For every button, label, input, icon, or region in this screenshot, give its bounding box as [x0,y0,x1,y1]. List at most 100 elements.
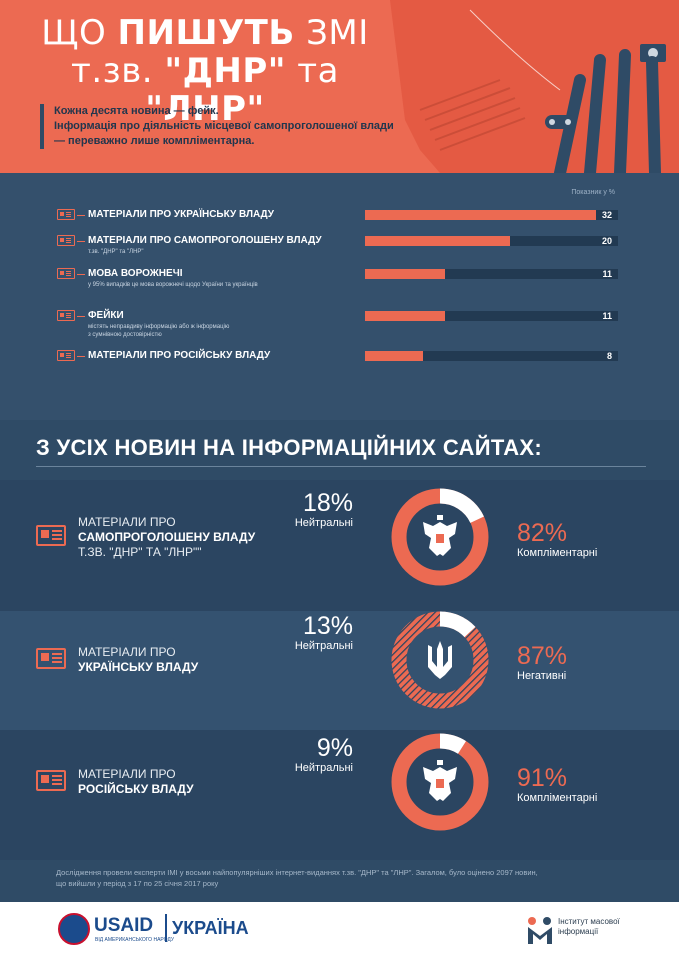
main-percent: 82% [517,519,568,547]
russian-eagle-emblem-icon [423,760,457,801]
bar-track: 20 [365,236,618,246]
usaid-logo: USAID [94,915,154,936]
bar-label: ФЕЙКИ [88,310,124,321]
lead-line: Кожна десята новина — фейк. [54,105,219,117]
page-title: ЩО ПИШУТЬ ЗМІ т.зв. "ДНР" та "ЛНР" [41,13,369,129]
bar-track: 11 [365,269,618,279]
label-line: МАТЕРІАЛИ ПРО [78,514,176,529]
footer [0,902,679,960]
newspaper-icon [57,209,75,220]
bar-track: 11 [365,311,618,321]
main-label: Компліментарні [517,792,598,804]
microphone-icon [545,115,575,129]
bar [365,351,423,361]
chart-band [0,730,679,860]
usaid-tagline: ВІД АМЕРИКАНСЬКОГО НАРОДУ [95,937,175,943]
donut-neutral-segment [391,611,489,709]
bar-sublabel-line: з сумнівною достовірністю [88,332,162,338]
imi-line: Інститут масової [558,917,620,926]
chart-category-label: МАТЕРІАЛИ ПРО РОСІЙСЬКУ ВЛАДУ [78,767,194,797]
bar-sublabel-line: у 95% випадків це мова ворожнечі щодо Ук… [88,282,258,288]
usaid-seal-icon [58,913,90,945]
hero-illustration [390,0,679,173]
label-line: РОСІЙСЬКУ ВЛАДУ [78,782,194,796]
lead-line: — переважно лише компліментарна. [54,135,255,147]
bar-label: МОВА ВОРОЖНЕЧІ [88,268,183,279]
donut-chart [391,733,489,831]
newspaper-icon [57,235,75,246]
bar-track: 8 [365,351,618,361]
bar-sublabel-line: т.зв. "ДНР" та "ЛНР" [88,249,144,255]
bar-label: МАТЕРІАЛИ ПРО РОСІЙСЬКУ ВЛАДУ [88,350,271,361]
label-line: МАТЕРІАЛИ ПРО [78,645,176,659]
section-title: З УСІХ НОВИН НА ІНФОРМАЦІЙНИХ САЙТАХ: [36,435,543,460]
main-label: Негативні [517,670,567,682]
ukrainian-trident-emblem-icon [428,641,452,679]
donut-neutral-segment [391,733,489,831]
bar-value: 11 [602,311,612,321]
lead-line: Інформація про діяльність місцевої самоп… [54,120,394,132]
donut-chart [391,488,489,586]
methodology-note: Дослідження провели експерти ІМІ у восьм… [56,867,636,889]
newspaper-icon [57,268,75,279]
row-connector [77,316,85,317]
russian-eagle-emblem-icon [423,515,457,556]
bar-row: МОВА ВОРОЖНЕЧІ у 95% випадків це мова вор… [0,268,679,298]
bar-label: МАТЕРІАЛИ ПРО УКРАЇНСЬКУ ВЛАДУ [88,209,275,220]
chart-band [0,611,679,730]
bar [365,210,596,220]
newspaper-icon [57,310,75,321]
row-connector [77,241,85,242]
donut-neutral-segment [391,488,489,586]
chart-category-label: МАТЕРІАЛИ ПРО УКРАЇНСЬКУ ВЛАДУ [78,645,198,675]
note-line: Дослідження провели експерти ІМІ у восьм… [56,868,538,877]
hero-banner: ЩО ПИШУТЬ ЗМІ т.зв. "ДНР" та "ЛНР" Кожна… [0,0,679,173]
bar-track: 32 [365,210,618,220]
newspaper-icon [36,770,66,791]
unit-label: Показник у % [571,189,615,196]
main-percent: 87% [517,642,568,670]
logo-separator [165,914,167,942]
neutral-percent: 18% [302,489,353,517]
newspaper-icon [36,648,66,669]
bar-value: 32 [601,210,612,220]
camera-icon [640,44,666,62]
imi-line: інформації [558,927,599,936]
neutral-percent: 13% [302,612,353,640]
bar-row: МАТЕРІАЛИ ПРО УКРАЇНСЬКУ ВЛАДУ 32 [0,209,679,239]
row-connector [77,356,85,357]
bar-sublabel: у 95% випадків це мова ворожнечі щодо Ук… [88,281,258,289]
label-line: УКРАЇНСЬКУ ВЛАДУ [78,660,199,674]
donut-chart [391,611,489,709]
neutral-label: Нейтральні [294,762,353,774]
bar [365,269,445,279]
neutral-percent: 9% [316,734,353,762]
chart-category-label: МАТЕРІАЛИ ПРО САМОПРОГОЛОШЕНУ ВЛАДУ Т.ЗВ. … [78,515,255,560]
bar [365,311,445,321]
bar-row: МАТЕРІАЛИ ПРО РОСІЙСЬКУ ВЛАДУ 8 [0,350,679,380]
label-line: Т.ЗВ. "ДНР" ТА "ЛНР"" [78,544,202,559]
imi-logo-icon [528,917,552,944]
lead-text: Кожна десята новина — фейк. Інформація п… [40,104,430,149]
usaid-country: УКРАЇНА [172,918,249,938]
bar-row: ФЕЙКИ містять неправдиву інформацію або ж… [0,310,679,340]
row-connector [77,215,85,216]
bar-row: МАТЕРІАЛИ ПРО САМОПРОГОЛОШЕНУ ВЛАДУ т.зв.… [0,235,679,265]
label-line: САМОПРОГОЛОШЕНУ ВЛАДУ [78,529,256,544]
main-label: Компліментарні [517,547,598,559]
newspaper-icon [57,350,75,361]
row-connector [77,274,85,275]
bar-sublabel-line: містять неправдиву інформацію або ж інфо… [88,324,230,330]
bar-value: 11 [602,269,612,279]
bar-sublabel: містять неправдиву інформацію або ж інфо… [88,323,229,339]
bar-value: 8 [606,351,612,361]
bar-label: МАТЕРІАЛИ ПРО САМОПРОГОЛОШЕНУ ВЛАДУ [88,235,322,246]
neutral-label: Нейтральні [294,640,353,652]
bar-value: 20 [601,236,612,246]
imi-logo-text: Інститут масової інформації [558,917,620,937]
main-percent: 91% [517,764,568,792]
divider [36,466,646,467]
neutral-label: Нейтральні [294,517,353,529]
newspaper-icon [36,525,66,546]
